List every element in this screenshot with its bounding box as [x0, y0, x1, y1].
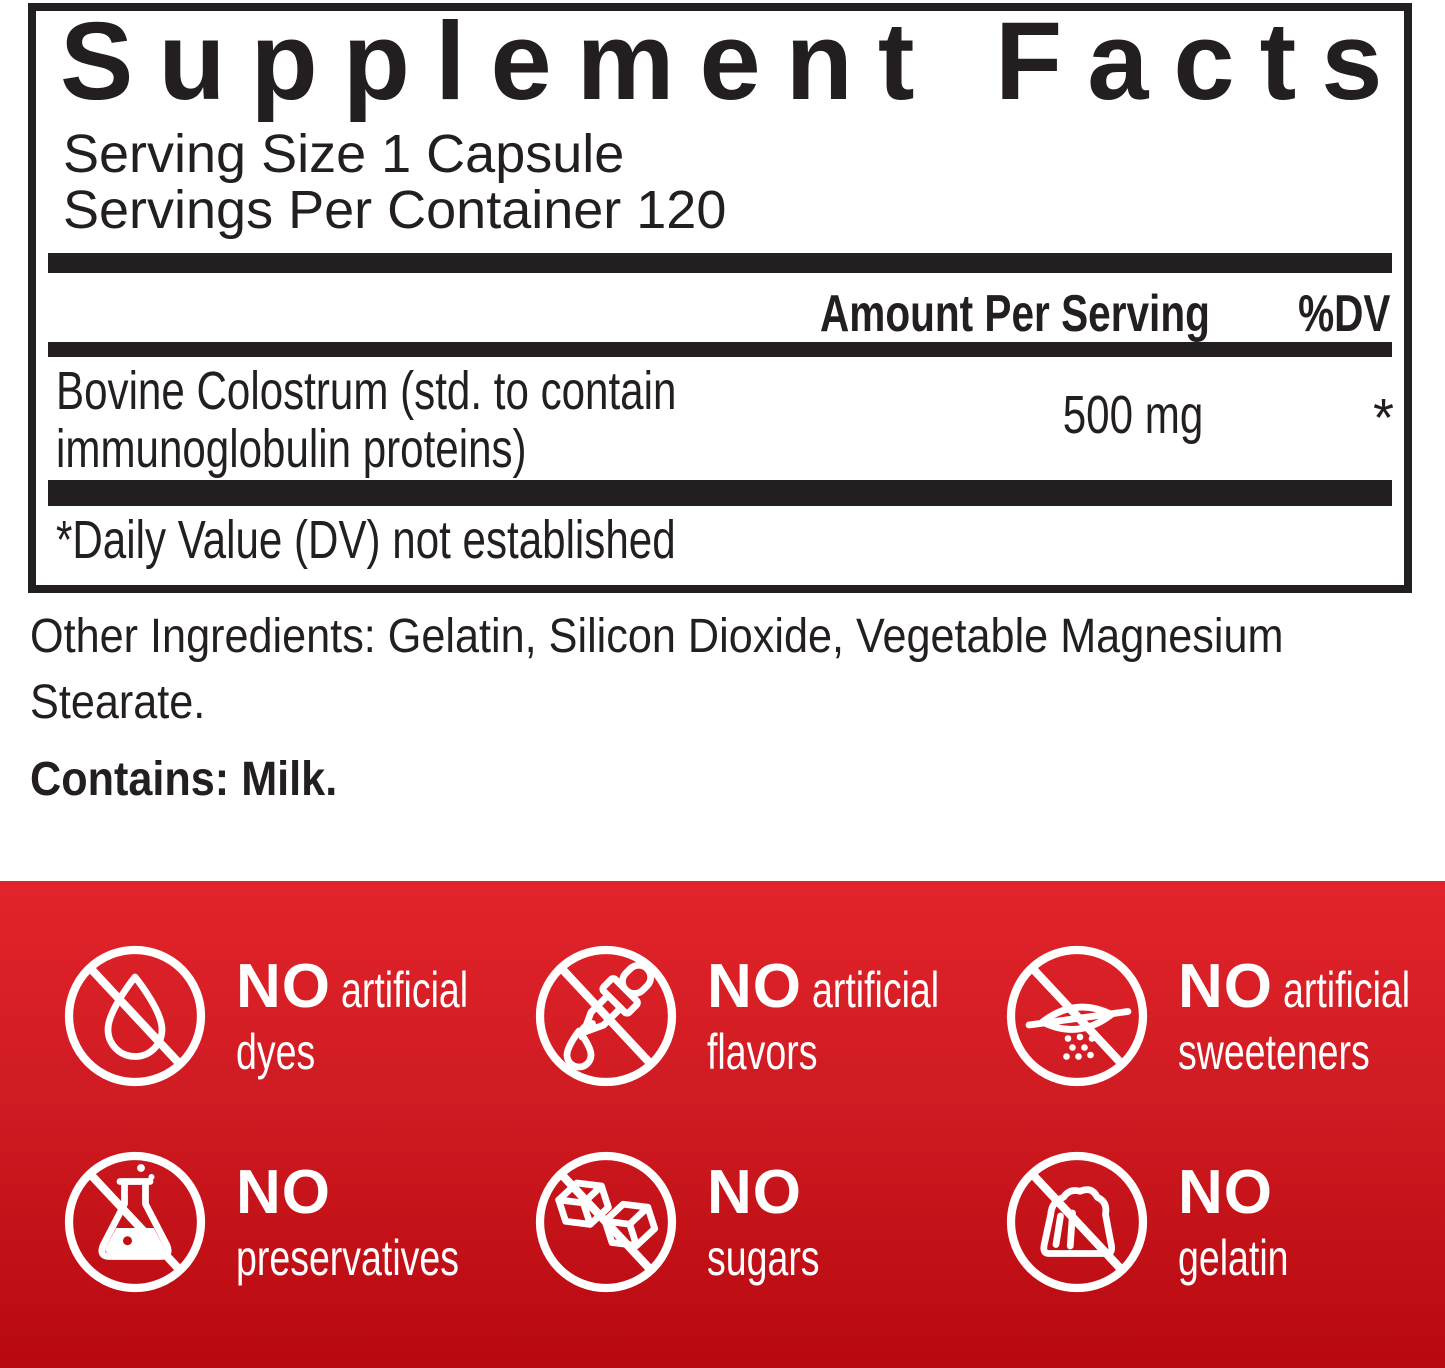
subject-label: flavors: [707, 1023, 818, 1080]
supplement-facts-panel: Supplement Facts Serving Size 1 Capsule …: [28, 3, 1412, 593]
no-label: NO: [707, 951, 802, 1021]
no-artificial-sweeteners-icon: [1006, 945, 1148, 1087]
no-label: NO: [1178, 1157, 1273, 1227]
no-label: NO: [707, 1157, 802, 1227]
badge-text: NO gelatin: [1178, 1157, 1325, 1286]
qualifier-label: artificial: [341, 961, 469, 1018]
dv-footnote: *Daily Value (DV) not established: [56, 510, 676, 570]
no-artificial-flavors-icon: [535, 945, 677, 1087]
servings-per-container: Servings Per Container 120: [63, 180, 727, 240]
serving-size: Serving Size 1 Capsule: [63, 124, 625, 184]
no-label: NO: [236, 1157, 331, 1227]
thick-divider-bar-top: [48, 253, 1392, 273]
badge-no-artificial-dyes: NO artificial dyes: [60, 941, 510, 1091]
no-claims-banner: NO artificial dyes NO: [0, 881, 1445, 1368]
subject-label: sugars: [707, 1229, 820, 1286]
panel-title: Supplement Facts: [60, 0, 1408, 123]
no-label: NO: [1178, 951, 1273, 1021]
other-ingredients: Other Ingredients: Gelatin, Silicon Diox…: [30, 604, 1284, 736]
qualifier-label: artificial: [1283, 961, 1411, 1018]
badge-text: NO artificial dyes: [236, 951, 510, 1080]
badge-text: NO artificial flavors: [707, 951, 981, 1080]
subject-label: dyes: [236, 1023, 316, 1080]
badge-no-preservatives: NO preservatives: [60, 1147, 533, 1297]
ingredient-name-line2: immunoglobulin proteins): [56, 419, 527, 479]
badge-no-artificial-flavors: NO artificial flavors: [531, 941, 981, 1091]
no-preservatives-icon: [64, 1151, 206, 1293]
ingredient-name-line1: Bovine Colostrum (std. to contain: [56, 361, 677, 421]
ingredient-name: Bovine Colostrum (std. to contain immuno…: [56, 362, 676, 478]
subject-label: gelatin: [1178, 1229, 1289, 1286]
divider-bar-under-header: [48, 342, 1392, 357]
no-sugars-icon: [535, 1151, 677, 1293]
percent-dv-header: %DV: [1297, 285, 1390, 343]
other-ingredients-line1: Other Ingredients: Gelatin, Silicon Diox…: [30, 610, 1284, 663]
subject-label: sweeteners: [1178, 1023, 1370, 1080]
allergen-statement: Contains: Milk.: [30, 753, 338, 806]
badge-text: NO preservatives: [236, 1157, 533, 1286]
badge-text: NO sugars: [707, 1157, 857, 1286]
qualifier-label: artificial: [812, 961, 940, 1018]
badge-text: NO artificial sweeteners: [1178, 951, 1445, 1080]
badge-no-sugars: NO sugars: [531, 1147, 857, 1297]
no-gelatin-icon: [1006, 1151, 1148, 1293]
ingredient-dv-asterisk: *: [1372, 388, 1394, 448]
thick-divider-bar-bottom: [48, 480, 1392, 506]
subject-label: preservatives: [236, 1229, 460, 1286]
no-artificial-dyes-icon: [64, 945, 206, 1087]
other-ingredients-line2: Stearate.: [30, 676, 206, 729]
amount-per-serving-header: Amount Per Serving: [820, 285, 1210, 343]
badge-no-artificial-sweeteners: NO artificial sweeteners: [1002, 941, 1445, 1091]
badge-no-gelatin: NO gelatin: [1002, 1147, 1325, 1297]
no-label: NO: [236, 951, 331, 1021]
ingredient-amount: 500 mg: [1062, 385, 1204, 445]
